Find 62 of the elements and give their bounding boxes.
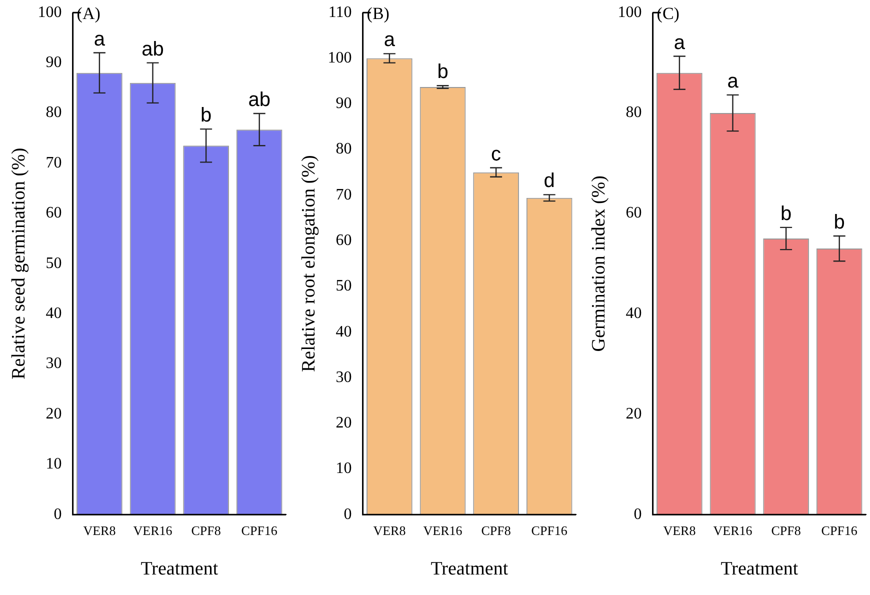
- y-tick-label: 50: [46, 254, 62, 272]
- x-tick-label: VER16: [133, 522, 173, 538]
- x-tick-label: VER8: [663, 522, 696, 538]
- y-tick-label: 70: [336, 186, 352, 204]
- x-tick-label: VER16: [423, 522, 463, 538]
- y-tick-label: 60: [336, 232, 352, 249]
- x-tick-label: CPF8: [191, 522, 221, 538]
- chart-title: (B): [366, 4, 390, 24]
- annotation: b: [834, 212, 845, 234]
- y-tick-label: 100: [328, 49, 352, 66]
- x-tick-label: CPF16: [241, 522, 278, 538]
- x-tick-label: CPF8: [481, 522, 511, 538]
- y-tick-label: 100: [38, 4, 62, 21]
- y-tick-label: 20: [626, 405, 642, 422]
- annotation: a: [674, 32, 686, 54]
- annotation: c: [491, 143, 502, 166]
- y-tick-label: 10: [336, 460, 352, 478]
- x-tick-label: VER16: [713, 522, 753, 538]
- y-tick-label: 80: [626, 104, 642, 122]
- x-tick-label: CPF8: [771, 522, 801, 538]
- annotation: a: [384, 29, 396, 52]
- y-tick-label: 80: [336, 140, 352, 158]
- y-tick-label: 20: [46, 405, 62, 422]
- y-tick-label: 70: [46, 154, 62, 172]
- y-axis-title: Germination index (%): [588, 175, 610, 352]
- y-tick-label: 60: [626, 204, 642, 222]
- annotation: b: [200, 104, 212, 127]
- y-tick-label: 60: [46, 204, 62, 222]
- x-axis-title: Treatment: [720, 558, 799, 580]
- y-tick-label: 0: [344, 506, 352, 523]
- chart-title: (C): [656, 4, 680, 24]
- y-tick-label: 20: [336, 414, 352, 432]
- y-tick-label: 10: [46, 456, 62, 473]
- x-tick-label: VER8: [83, 522, 116, 538]
- annotation: ab: [142, 38, 164, 60]
- annotation: b: [780, 202, 792, 225]
- y-axis-title: Relative root elongation (%): [298, 155, 320, 372]
- y-tick-label: 90: [336, 95, 352, 112]
- y-tick-label: 90: [46, 54, 62, 72]
- annotation: ab: [248, 89, 270, 112]
- annotation: a: [94, 28, 106, 50]
- annotation: b: [437, 61, 448, 84]
- y-tick-label: 40: [626, 305, 642, 322]
- x-axis-title: Treatment: [140, 558, 219, 580]
- y-tick-label: 0: [54, 506, 62, 523]
- x-tick-label: CPF16: [821, 522, 858, 538]
- x-tick-label: CPF16: [531, 522, 568, 538]
- y-tick-label: 80: [46, 104, 62, 122]
- y-tick-label: 100: [618, 4, 642, 21]
- y-tick-label: 30: [336, 368, 352, 386]
- y-tick-label: 40: [46, 305, 62, 322]
- y-tick-label: 110: [328, 4, 352, 21]
- annotation: d: [544, 170, 555, 192]
- x-axis-title: Treatment: [430, 558, 509, 580]
- y-tick-label: 50: [336, 278, 352, 295]
- x-tick-label: VER8: [373, 522, 406, 538]
- y-tick-label: 0: [634, 506, 642, 523]
- y-tick-label: 30: [46, 355, 62, 372]
- chart-title: (A): [76, 4, 100, 24]
- annotation: a: [727, 70, 740, 92]
- y-tick-label: 40: [336, 323, 352, 340]
- y-axis-title: Relative seed germination (%): [8, 148, 30, 380]
